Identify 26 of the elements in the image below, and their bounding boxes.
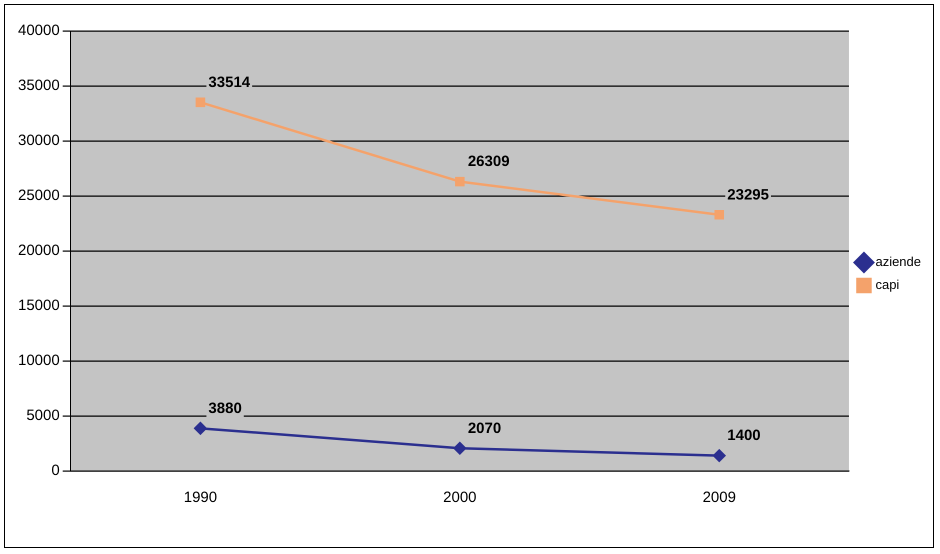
y-tick-label: 20000 — [18, 242, 60, 260]
x-tick-label: 2000 — [443, 489, 477, 506]
y-tick-label: 0 — [51, 462, 60, 480]
point — [194, 422, 207, 435]
point — [196, 98, 206, 108]
data-label: 2070 — [468, 420, 502, 437]
point — [454, 442, 466, 454]
y-tick-label: 15000 — [18, 297, 60, 314]
data-label: 26309 — [468, 153, 510, 170]
legend-label: aziende — [875, 254, 922, 270]
data-label: 3880 — [208, 400, 242, 417]
y-tick-label: 30000 — [18, 132, 60, 150]
y-tick-label: 10000 — [18, 352, 60, 370]
x-tick-label: 2009 — [702, 489, 736, 506]
legend-label: capi — [875, 277, 900, 292]
point — [714, 210, 724, 220]
y-tick-label: 35000 — [18, 77, 60, 94]
data-label: 23295 — [727, 186, 769, 204]
data-label: 33514 — [208, 74, 251, 91]
point — [713, 449, 726, 462]
x-tick-label: 1990 — [184, 489, 218, 506]
point — [455, 176, 465, 186]
y-tick-label: 5000 — [26, 407, 60, 424]
y-tick-label: 40000 — [18, 22, 60, 40]
data-label: 1400 — [727, 427, 761, 444]
y-tick-label: 25000 — [18, 187, 60, 204]
